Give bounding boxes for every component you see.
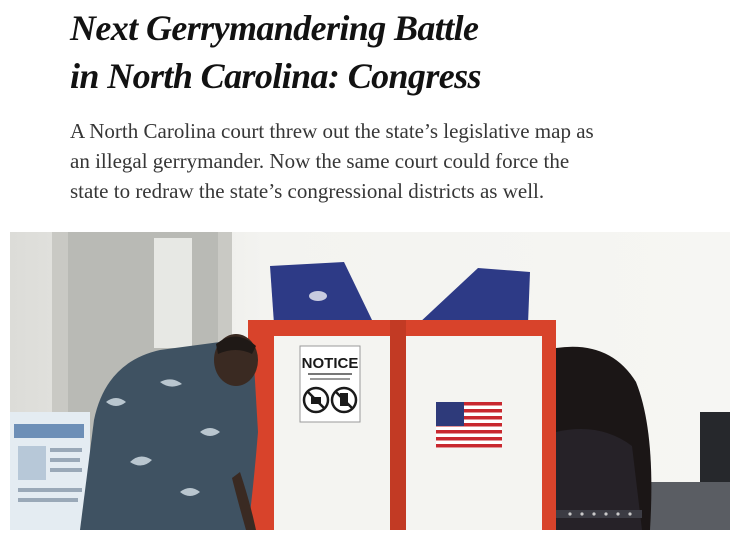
door-window <box>154 238 192 348</box>
desk <box>650 482 730 530</box>
headline-line-1: Next Gerrymandering Battle <box>70 8 479 48</box>
poster-image <box>18 446 46 480</box>
summary-line-3: state to redraw the state’s congressiona… <box>70 179 545 203</box>
headline-line-2: in North Carolina: Congress <box>70 56 482 96</box>
summary-line-1: A North Carolina court threw out the sta… <box>70 119 594 143</box>
american-flag-icon <box>436 402 502 448</box>
notice-sign-title: NOTICE <box>302 355 359 372</box>
no-phone-icon <box>330 386 358 414</box>
booth-center-post <box>390 320 406 530</box>
no-camera-icon <box>302 386 330 414</box>
belt <box>556 510 642 518</box>
poster-header <box>14 424 84 438</box>
voter-woman <box>556 346 652 530</box>
summary-line-2: an illegal gerrymander. Now the same cou… <box>70 149 570 173</box>
voter-man <box>80 334 258 530</box>
monitor <box>700 412 730 492</box>
voting-booth-illustration: NOTICE <box>10 232 730 530</box>
article-headline: Next Gerrymandering Battle in North Caro… <box>70 4 710 100</box>
article-summary: A North Carolina court threw out the sta… <box>70 116 710 206</box>
article-photo: NOTICE <box>10 232 730 530</box>
booth-top-right <box>418 268 530 324</box>
booth-top-seal <box>309 291 327 301</box>
